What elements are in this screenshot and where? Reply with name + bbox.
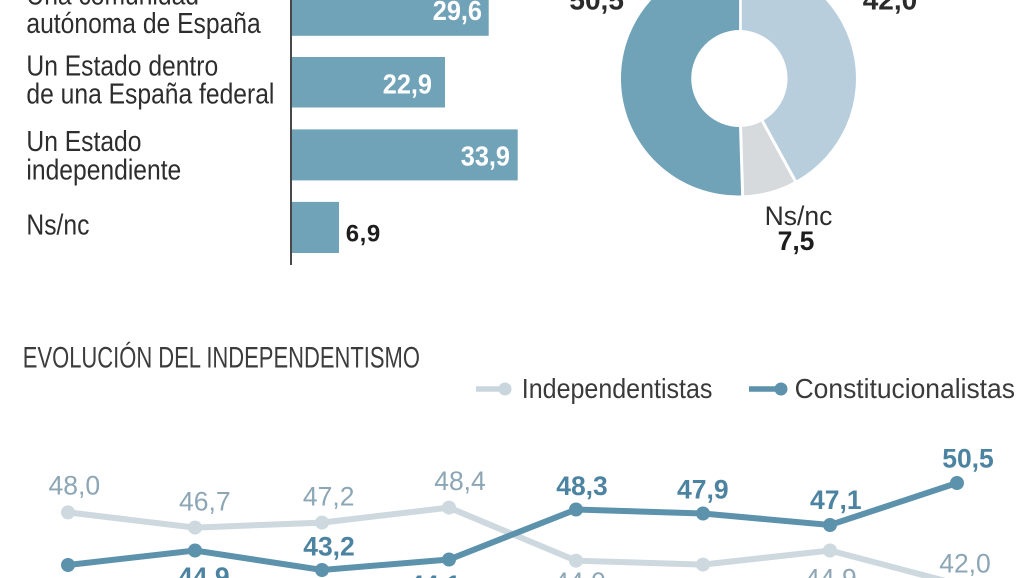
svg-text:44,1: 44,1 bbox=[409, 570, 461, 578]
svg-text:48,3: 48,3 bbox=[556, 471, 608, 501]
svg-text:42,0: 42,0 bbox=[939, 549, 991, 578]
svg-text:47,2: 47,2 bbox=[303, 481, 355, 511]
svg-text:Ns/nc: Ns/nc bbox=[765, 201, 833, 231]
svg-text:43,2: 43,2 bbox=[303, 531, 355, 561]
svg-text:autónoma de España: autónoma de España bbox=[26, 7, 260, 39]
svg-text:47,9: 47,9 bbox=[677, 475, 729, 505]
svg-text:Ns/nc: Ns/nc bbox=[26, 209, 89, 241]
svg-text:independiente: independiente bbox=[26, 154, 181, 186]
svg-text:29,6: 29,6 bbox=[433, 0, 482, 26]
svg-text:44,9: 44,9 bbox=[178, 562, 230, 578]
svg-text:EVOLUCIÓN DEL INDEPENDENTISMO: EVOLUCIÓN DEL INDEPENDENTISMO bbox=[23, 340, 420, 374]
svg-text:42,0: 42,0 bbox=[863, 0, 918, 16]
svg-text:de una España federal: de una España federal bbox=[26, 78, 274, 110]
svg-text:47,1: 47,1 bbox=[810, 485, 862, 515]
svg-text:Una comunidad: Una comunidad bbox=[26, 0, 199, 11]
svg-text:48,4: 48,4 bbox=[434, 466, 486, 496]
svg-text:48,0: 48,0 bbox=[49, 471, 101, 501]
svg-text:33,9: 33,9 bbox=[461, 141, 510, 172]
svg-text:44,9: 44,9 bbox=[805, 564, 857, 578]
svg-text:50,5: 50,5 bbox=[942, 443, 994, 473]
svg-text:Un Estado: Un Estado bbox=[26, 125, 141, 157]
svg-text:7,5: 7,5 bbox=[778, 226, 815, 256]
svg-text:Constitucionalistas: Constitucionalistas bbox=[795, 372, 1015, 404]
svg-text:44,0: 44,0 bbox=[554, 567, 606, 578]
svg-text:Un Estado dentro: Un Estado dentro bbox=[26, 50, 218, 82]
svg-text:50,5: 50,5 bbox=[569, 0, 624, 15]
svg-text:22,9: 22,9 bbox=[383, 69, 432, 100]
svg-text:46,7: 46,7 bbox=[179, 487, 231, 517]
svg-text:Independentistas: Independentistas bbox=[522, 372, 713, 404]
svg-text:6,9: 6,9 bbox=[346, 221, 381, 248]
